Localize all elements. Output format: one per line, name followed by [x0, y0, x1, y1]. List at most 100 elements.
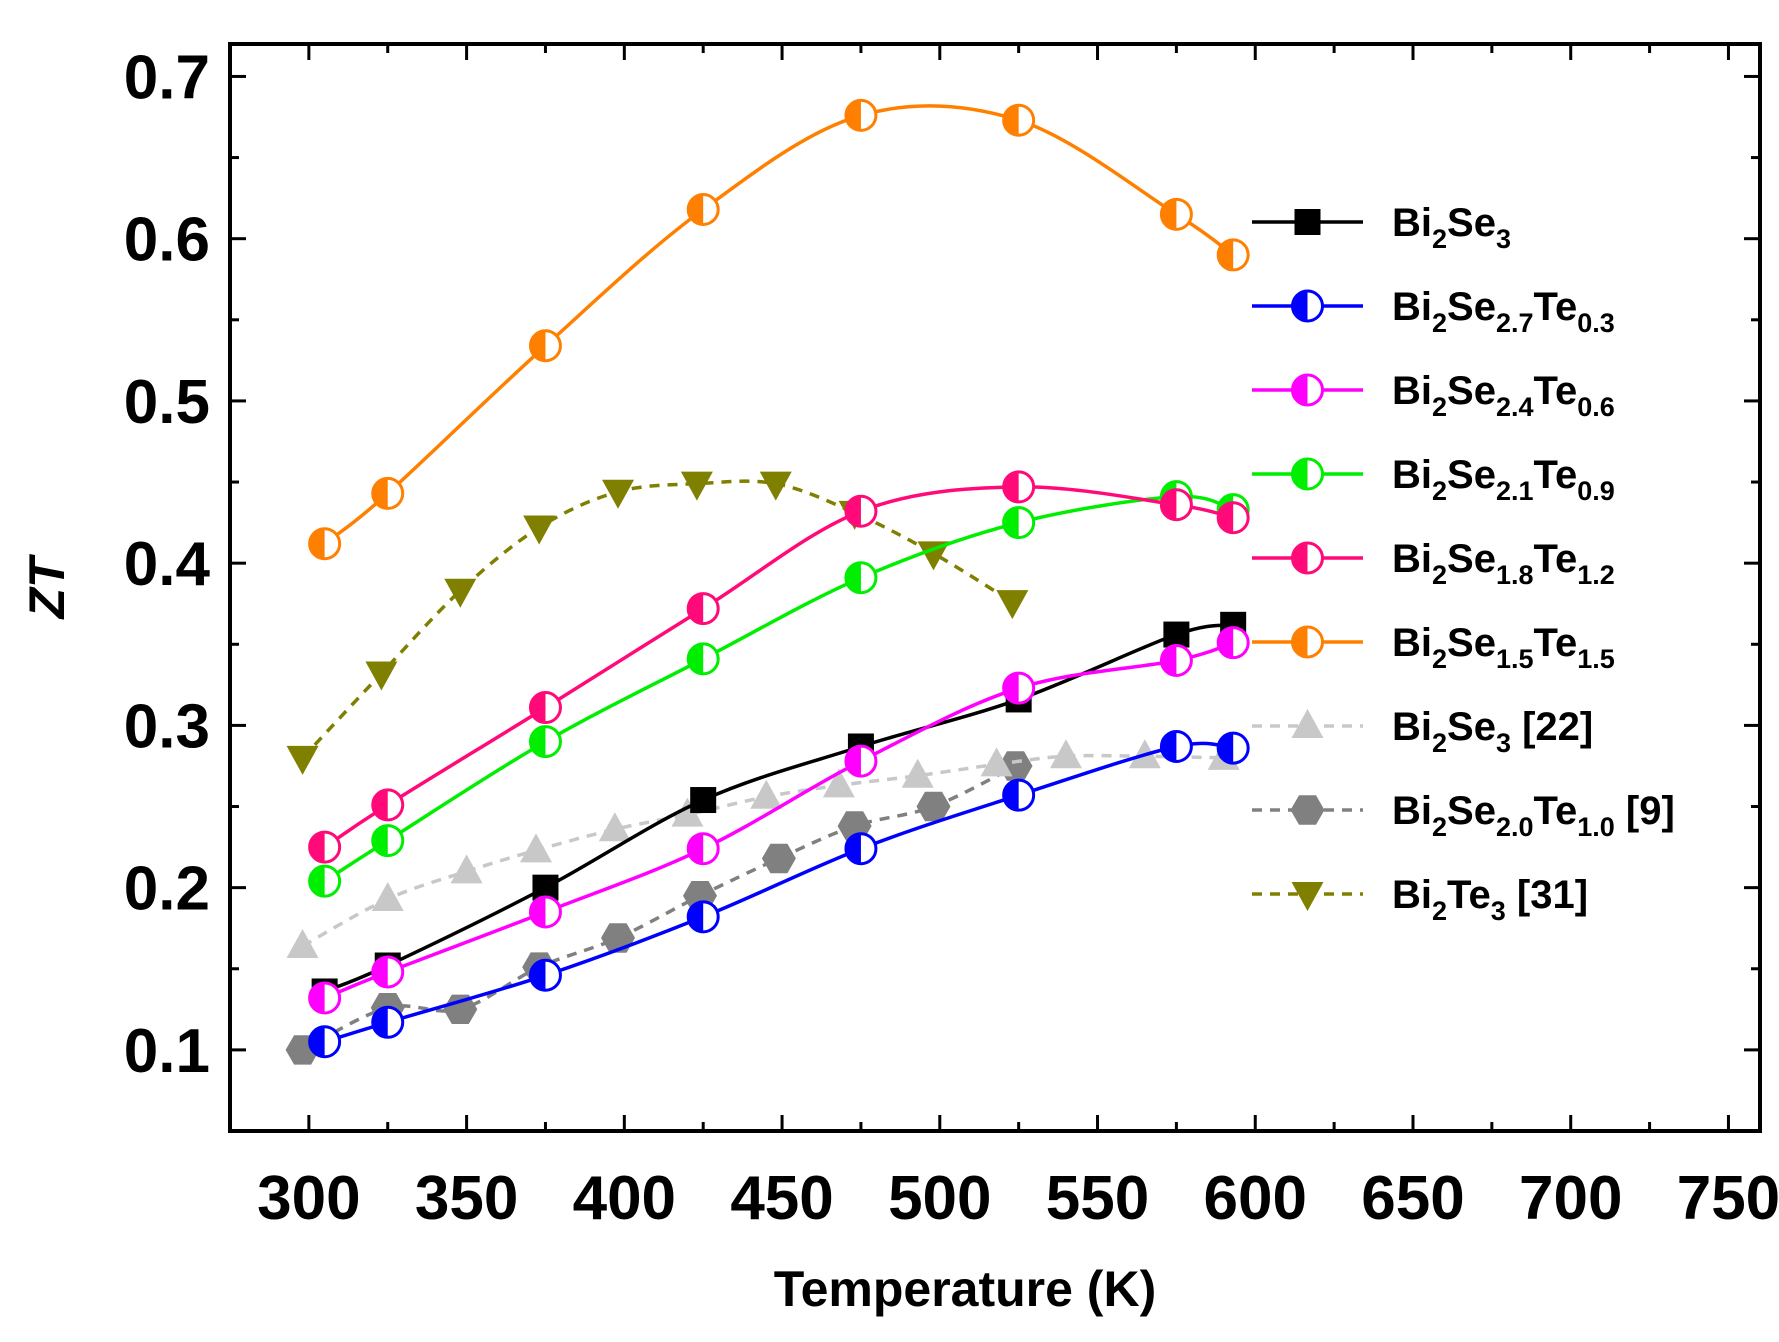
legend-label: Bi2Se1.5Te1.5 [1392, 621, 1615, 674]
x-tick-label: 600 [1204, 1164, 1307, 1233]
legend-label: Bi2Se2.4Te0.6 [1392, 369, 1615, 422]
data-point [844, 494, 878, 528]
plot-frame [228, 42, 1762, 1133]
data-point [1216, 626, 1250, 660]
series-line [324, 741, 1234, 1044]
series-line [323, 494, 1234, 883]
data-point [1163, 621, 1190, 648]
data-point [686, 592, 720, 626]
y-tick-label: 0.5 [124, 368, 210, 437]
legend-entry: Bi2Se3 [1252, 201, 1511, 254]
data-point [1002, 470, 1036, 504]
legend-label: Bi2Se3 [22] [1392, 705, 1593, 758]
y-tick-label: 0.2 [124, 855, 210, 924]
data-point [750, 779, 783, 809]
data-point [1002, 778, 1036, 812]
data-point [1216, 501, 1250, 535]
data-point [759, 471, 792, 501]
data-point [1216, 238, 1250, 272]
data-point [980, 747, 1013, 777]
data-point [690, 787, 717, 814]
data-point [520, 833, 552, 863]
x-tick-label: 750 [1677, 1164, 1779, 1233]
data-point [822, 768, 855, 798]
data-point [1002, 671, 1036, 705]
x-tick-label: 550 [1046, 1164, 1149, 1233]
data-point [1002, 506, 1036, 540]
legend-entry: Bi2Se2.1Te0.9 [1252, 453, 1615, 506]
x-tick-label: 650 [1361, 1164, 1464, 1233]
data-point [996, 590, 1029, 620]
legend-label: Bi2Se1.8Te1.2 [1392, 537, 1615, 590]
data-point [844, 744, 878, 778]
data-point [761, 843, 796, 874]
data-point [286, 929, 319, 959]
data-point [686, 900, 720, 934]
data-point [308, 981, 342, 1015]
legend-entry: Bi2Te3 [31] [1252, 873, 1588, 926]
y-tick-label: 0.1 [124, 1017, 210, 1086]
x-tick-label: 400 [573, 1164, 676, 1233]
data-point [686, 192, 720, 226]
data-point [844, 98, 878, 132]
data-point [1159, 488, 1193, 522]
data-point [444, 578, 477, 608]
data-point [371, 788, 405, 822]
legend: Bi2Se3 Bi2Se2.7Te0.3 Bi2Se2.4Te0.6 Bi2Se2.1… [1252, 201, 1675, 926]
data-point [371, 476, 405, 510]
legend-entry: Bi2Se1.5Te1.5 [1252, 621, 1615, 674]
x-tick-label: 500 [888, 1164, 991, 1233]
data-point [450, 854, 483, 884]
data-point [916, 791, 951, 822]
x-tick-label: 300 [257, 1164, 360, 1233]
legend-swatch-marker [1291, 625, 1324, 659]
series-line [323, 641, 1234, 1000]
legend-label: Bi2Se2.1Te0.9 [1392, 453, 1615, 506]
y-tick-label: 0.3 [124, 692, 210, 761]
series-4 [308, 480, 1250, 898]
data-point [686, 832, 720, 866]
series-line [301, 764, 1017, 1052]
data-point [1159, 644, 1193, 678]
x-tick-label: 450 [730, 1164, 833, 1233]
series-line [323, 104, 1235, 546]
legend-entry: Bi2Se2.4Te0.6 [1252, 369, 1615, 422]
data-point [365, 661, 398, 691]
data-point [1159, 197, 1193, 231]
data-point [286, 745, 319, 775]
data-point [528, 329, 562, 363]
legend-label: Bi2Se3 [1392, 201, 1511, 254]
legend-swatch-marker [1294, 209, 1321, 235]
data-point [680, 471, 713, 501]
series-line [323, 485, 1234, 849]
y-tick-label: 0.7 [124, 43, 210, 112]
data-point [308, 830, 342, 864]
data-point [901, 758, 934, 788]
series-7 [286, 739, 1240, 959]
data-point [1216, 731, 1250, 765]
data-point [844, 832, 878, 866]
data-point [844, 561, 878, 595]
legend-swatch-marker [1291, 541, 1324, 575]
legend-entry: Bi2Se2.0Te1.0 [9] [1252, 789, 1675, 842]
data-point [1002, 103, 1036, 137]
y-tick-label: 0.4 [124, 530, 211, 599]
data-point [371, 955, 405, 989]
legend-swatch-marker [1291, 457, 1324, 491]
x-axis-title: Temperature (K) [774, 1261, 1156, 1317]
data-point [308, 864, 342, 898]
data-point [671, 797, 704, 827]
series-line [301, 479, 1014, 760]
data-point [1049, 739, 1082, 769]
axis-ticks: 300 350 400 450 500 550 600 650 700 750 0.1 0.2 0.3 0… [124, 43, 1779, 1233]
series-6 [308, 98, 1250, 561]
x-tick-label: 700 [1519, 1164, 1622, 1233]
data-point [528, 958, 562, 992]
data-point [371, 1005, 405, 1039]
data-point [308, 527, 342, 561]
legend-swatch-marker [1291, 289, 1324, 323]
data-point [528, 691, 562, 725]
series-line [323, 623, 1234, 994]
series-3 [308, 626, 1250, 1015]
data-point [686, 642, 720, 676]
